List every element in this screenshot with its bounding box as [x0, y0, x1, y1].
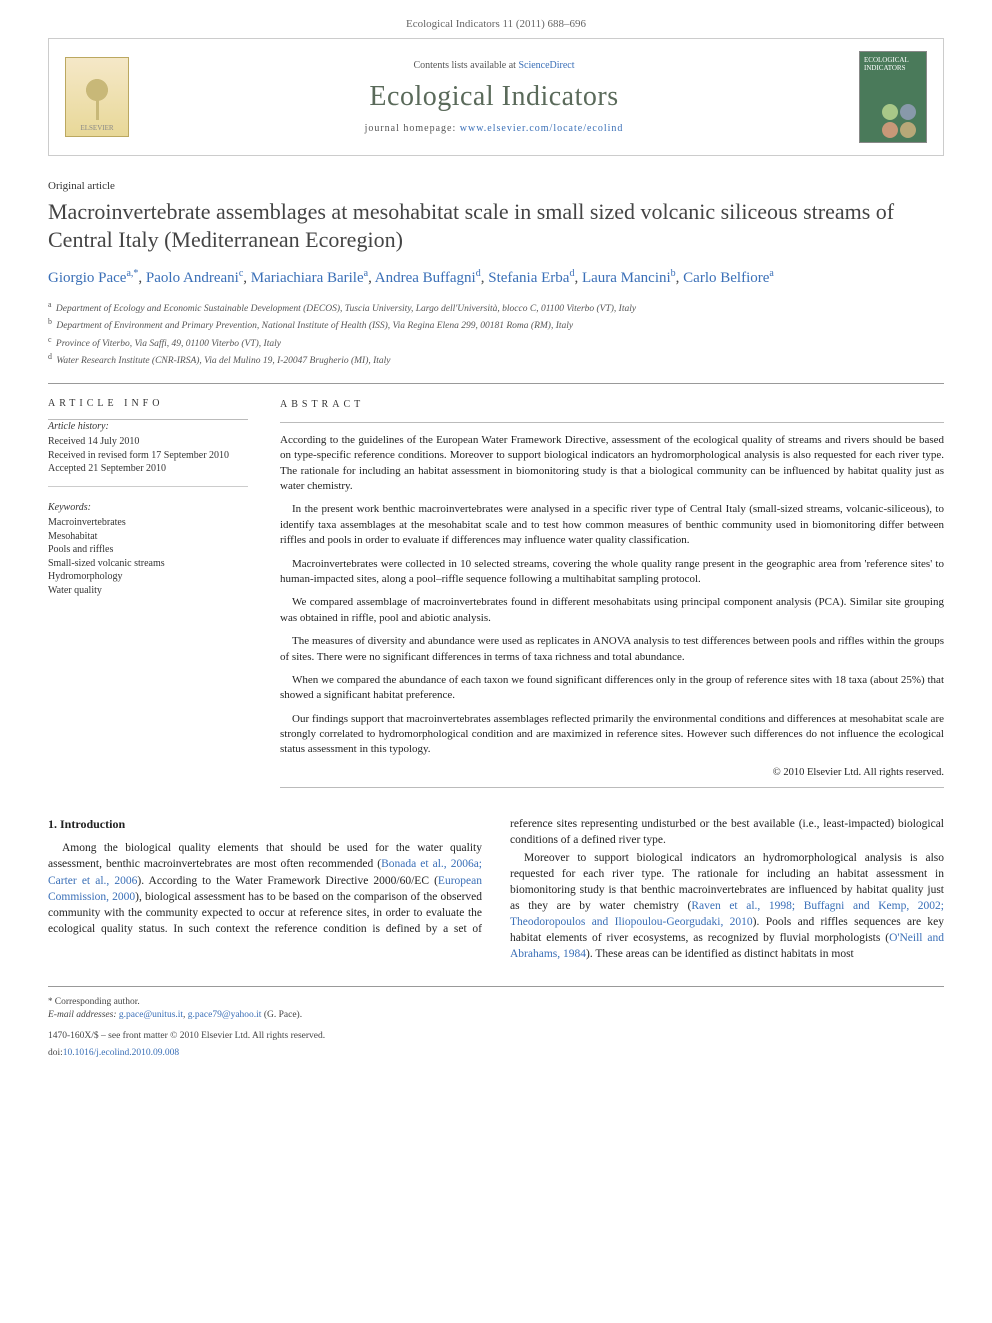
corresponding-label: Corresponding author.: [55, 997, 140, 1007]
abstract-paragraph: The measures of diversity and abundance …: [280, 634, 944, 665]
doi-line: doi:10.1016/j.ecolind.2010.09.008: [48, 1047, 944, 1060]
elsevier-tree-icon: [77, 70, 117, 120]
journal-cover-thumbnail: ECOLOGICAL INDICATORS: [859, 51, 927, 143]
author-link[interactable]: Giorgio Pace: [48, 270, 126, 286]
abstract-paragraph: When we compared the abundance of each t…: [280, 673, 944, 704]
article-info: ARTICLE INFO Article history: Received 1…: [48, 398, 248, 788]
cover-title: ECOLOGICAL INDICATORS: [864, 56, 922, 72]
section-heading: 1. Introduction: [48, 816, 482, 833]
email-link[interactable]: g.pace79@yahoo.it: [188, 1010, 262, 1020]
cover-art-icon: [882, 104, 922, 138]
journal-masthead: ELSEVIER Contents lists available at Sci…: [48, 38, 944, 156]
elsevier-logo-label: ELSEVIER: [80, 124, 113, 132]
author-link[interactable]: Stefania Erba: [488, 270, 569, 286]
abstract-paragraph: Macroinvertebrates were collected in 10 …: [280, 557, 944, 588]
keywords-label: Keywords:: [48, 501, 248, 515]
abstract-paragraph: Our findings support that macroinvertebr…: [280, 712, 944, 758]
keyword: Hydromorphology: [48, 570, 248, 584]
keyword: Pools and riffles: [48, 543, 248, 557]
body-text-span: ). According to the Water Framework Dire…: [137, 875, 438, 887]
body-text-span: ). These areas can be identified as dist…: [586, 948, 854, 960]
abstract-paragraph: According to the guidelines of the Europ…: [280, 433, 944, 495]
body-text: 1. Introduction Among the biological qua…: [48, 816, 944, 963]
author-link[interactable]: Laura Mancini: [582, 270, 671, 286]
author-affil-sup: c: [239, 268, 243, 279]
author-list: Giorgio Pacea,*, Paolo Andreanic, Mariac…: [48, 267, 944, 289]
author-link[interactable]: Carlo Belfiore: [683, 270, 769, 286]
doi-label: doi:: [48, 1048, 63, 1058]
sciencedirect-link[interactable]: ScienceDirect: [518, 60, 574, 71]
affiliation-text: Department of Environment and Primary Pr…: [56, 322, 573, 332]
abstract-paragraph: We compared assemblage of macroinvertebr…: [280, 595, 944, 626]
affiliation-text: Department of Ecology and Economic Susta…: [56, 304, 636, 314]
author-affil-sup: a: [769, 268, 773, 279]
asterisk-icon: *: [48, 996, 55, 1006]
author-affil-sup: b: [671, 268, 676, 279]
running-head: Ecological Indicators 11 (2011) 688–696: [0, 0, 992, 38]
article-type: Original article: [48, 180, 944, 192]
journal-center: Contents lists available at ScienceDirec…: [145, 60, 843, 134]
keywords-block: Keywords: Macroinvertebrates Mesohabitat…: [48, 501, 248, 608]
abstract: ABSTRACT According to the guidelines of …: [280, 398, 944, 788]
keyword: Macroinvertebrates: [48, 516, 248, 530]
elsevier-logo: ELSEVIER: [65, 57, 129, 137]
corresponding-author-block: * Corresponding author. E-mail addresses…: [48, 995, 944, 1022]
abstract-heading: ABSTRACT: [280, 398, 944, 412]
abstract-paragraph: In the present work benthic macroinverte…: [280, 502, 944, 548]
article-info-heading: ARTICLE INFO: [48, 398, 248, 409]
history-label: Article history:: [48, 420, 248, 434]
affiliations: a Department of Ecology and Economic Sus…: [48, 299, 944, 369]
keyword: Mesohabitat: [48, 530, 248, 544]
contents-available-text: Contents lists available at: [413, 60, 518, 71]
abstract-copyright: © 2010 Elsevier Ltd. All rights reserved…: [280, 766, 944, 781]
email-suffix: (G. Pace).: [261, 1010, 302, 1020]
page-footer: * Corresponding author. E-mail addresses…: [48, 986, 944, 1059]
history-revised: Received in revised form 17 September 20…: [48, 449, 248, 463]
email-link[interactable]: g.pace@unitus.it: [119, 1010, 183, 1020]
history-received: Received 14 July 2010: [48, 435, 248, 449]
affiliation-text: Water Research Institute (CNR-IRSA), Via…: [56, 357, 390, 367]
homepage-label: journal homepage:: [365, 123, 460, 134]
author-link[interactable]: Paolo Andreani: [146, 270, 239, 286]
article-title: Macroinvertebrate assemblages at mesohab…: [48, 198, 944, 253]
author-link[interactable]: Andrea Buffagni: [375, 270, 476, 286]
affiliation-text: Province of Viterbo, Via Saffi, 49, 0110…: [56, 339, 281, 349]
history-accepted: Accepted 21 September 2010: [48, 462, 248, 476]
author-affil-sup: a: [364, 268, 368, 279]
body-paragraph: Moreover to support biological indicator…: [510, 850, 944, 963]
contents-line: Contents lists available at ScienceDirec…: [145, 60, 843, 71]
email-label: E-mail addresses:: [48, 1010, 117, 1020]
keyword: Small-sized volcanic streams: [48, 557, 248, 571]
journal-homepage-link[interactable]: www.elsevier.com/locate/ecolind: [460, 123, 624, 134]
author-affil-sup: d: [569, 268, 574, 279]
author-affil-sup: a,*: [126, 268, 138, 279]
article-history-block: Article history: Received 14 July 2010 R…: [48, 420, 248, 487]
keyword: Water quality: [48, 584, 248, 598]
journal-homepage-line: journal homepage: www.elsevier.com/locat…: [145, 123, 843, 134]
journal-name: Ecological Indicators: [145, 81, 843, 113]
issn-line: 1470-160X/$ – see front matter © 2010 El…: [48, 1030, 944, 1043]
doi-link[interactable]: 10.1016/j.ecolind.2010.09.008: [63, 1048, 179, 1058]
author-link[interactable]: Mariachiara Barile: [251, 270, 364, 286]
author-affil-sup: d: [476, 268, 481, 279]
